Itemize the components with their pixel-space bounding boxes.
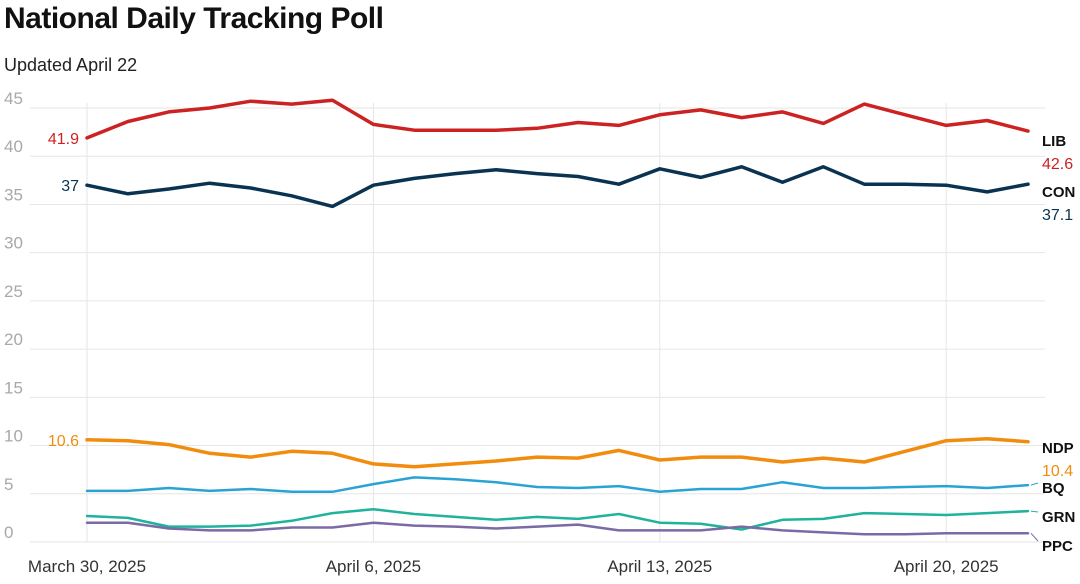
- start-value-label-ndp: 10.6: [48, 433, 79, 450]
- series-line-ndp: [85, 437, 1030, 469]
- series-name-bq: BQ: [1042, 480, 1065, 497]
- leader-line-bq: [1030, 482, 1039, 486]
- series-name-lib: LIB: [1042, 133, 1066, 150]
- series-name-grn: GRN: [1042, 509, 1075, 526]
- y-tick-label: 10: [4, 427, 23, 446]
- y-tick-label: 30: [4, 234, 23, 253]
- y-tick-label: 15: [4, 378, 23, 397]
- leader-line-ppc: [1030, 532, 1039, 542]
- series-name-con: CON: [1042, 184, 1075, 201]
- end-value-label-lib: 42.6: [1042, 156, 1073, 173]
- y-tick-label: 0: [4, 523, 13, 542]
- series-line-grn: [85, 507, 1030, 531]
- series-line-con: [85, 165, 1030, 209]
- start-value-label-lib: 41.9: [48, 131, 79, 148]
- series-line-bq: [85, 476, 1030, 494]
- y-tick-label: 35: [4, 185, 23, 204]
- series-name-ppc: PPC: [1042, 538, 1073, 555]
- y-tick-label: 25: [4, 282, 23, 301]
- x-tick-label: April 20, 2025: [894, 557, 999, 576]
- start-value-label-con: 37: [61, 178, 79, 195]
- leader-line-grn: [1030, 510, 1039, 513]
- series-line-lib: [85, 98, 1030, 140]
- x-tick-label: April 13, 2025: [607, 557, 712, 576]
- y-tick-label: 5: [4, 475, 13, 494]
- end-value-label-ndp: 10.4: [1042, 463, 1073, 480]
- x-tick-label: April 6, 2025: [326, 557, 421, 576]
- end-value-label-con: 37.1: [1042, 207, 1073, 224]
- series-name-ndp: NDP: [1042, 440, 1074, 457]
- y-tick-label: 40: [4, 137, 23, 156]
- chart-title: National Daily Tracking Poll: [4, 2, 384, 35]
- chart-subtitle: Updated April 22: [4, 55, 138, 75]
- series-line-ppc: [85, 521, 1030, 536]
- x-tick-label: March 30, 2025: [28, 557, 146, 576]
- y-tick-label: 45: [4, 89, 23, 108]
- y-tick-label: 20: [4, 330, 23, 349]
